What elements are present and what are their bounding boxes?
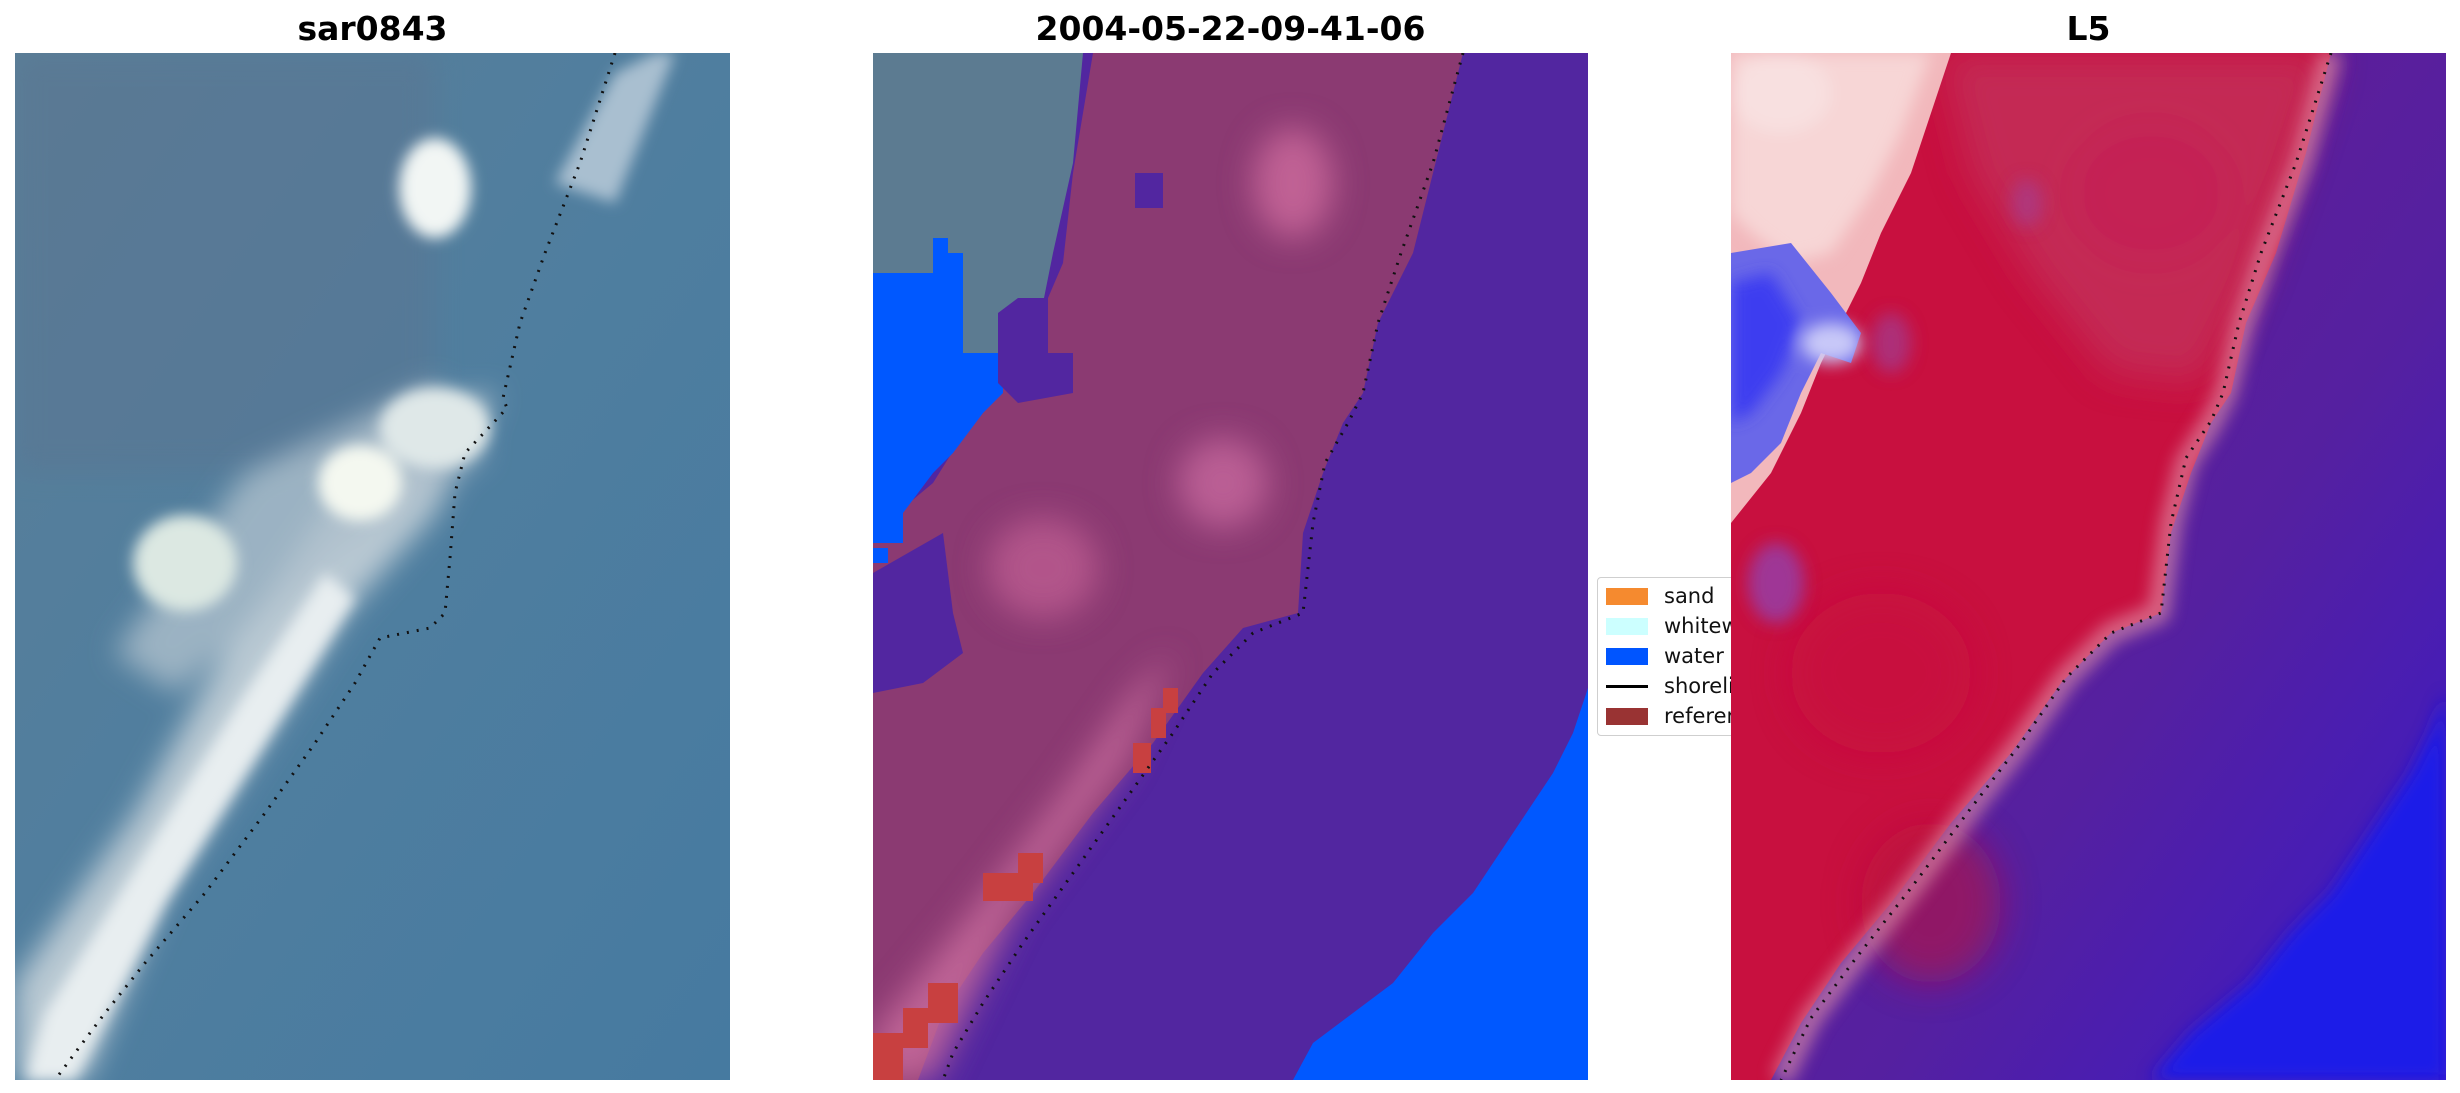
reference-shoreline-swatch: [1606, 707, 1648, 725]
shoreline-line: [53, 53, 617, 1080]
shoreline-line-index: [1779, 53, 2333, 1080]
legend-item-sand: sand: [1606, 584, 1714, 608]
rgb-image: [15, 53, 730, 1080]
classified-image: [873, 53, 1588, 1080]
water-swatch: [1606, 647, 1648, 665]
panel-title-classified: 2004-05-22-09-41-06: [1035, 9, 1426, 48]
legend-item-water: water: [1606, 644, 1724, 668]
legend-label: water: [1664, 644, 1724, 668]
classified-image-panel: [873, 53, 1588, 1080]
rgb-image-panel: [15, 53, 730, 1080]
shoreline-line-classified: [941, 53, 1465, 1080]
panel-title-rgb: sar0843: [297, 9, 448, 48]
shoreline-line-swatch: [1606, 684, 1648, 688]
panel-title-index: L5: [2066, 9, 2111, 48]
whitewater-swatch: [1606, 617, 1648, 635]
reference-shoreline: [873, 688, 1178, 1080]
index-image: [1731, 53, 2446, 1080]
sand-swatch: [1606, 587, 1648, 605]
legend-label: sand: [1664, 584, 1715, 608]
index-image-panel: [1731, 53, 2446, 1080]
